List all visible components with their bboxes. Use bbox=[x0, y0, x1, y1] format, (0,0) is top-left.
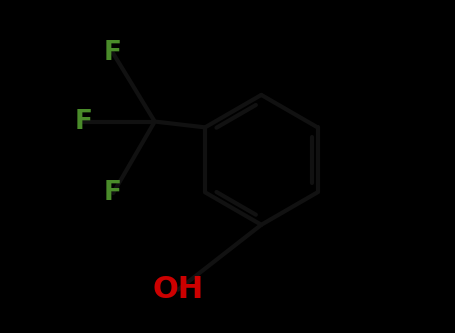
Text: F: F bbox=[74, 109, 92, 135]
Text: F: F bbox=[104, 180, 122, 206]
Text: OH: OH bbox=[152, 275, 203, 304]
Text: F: F bbox=[104, 40, 122, 66]
